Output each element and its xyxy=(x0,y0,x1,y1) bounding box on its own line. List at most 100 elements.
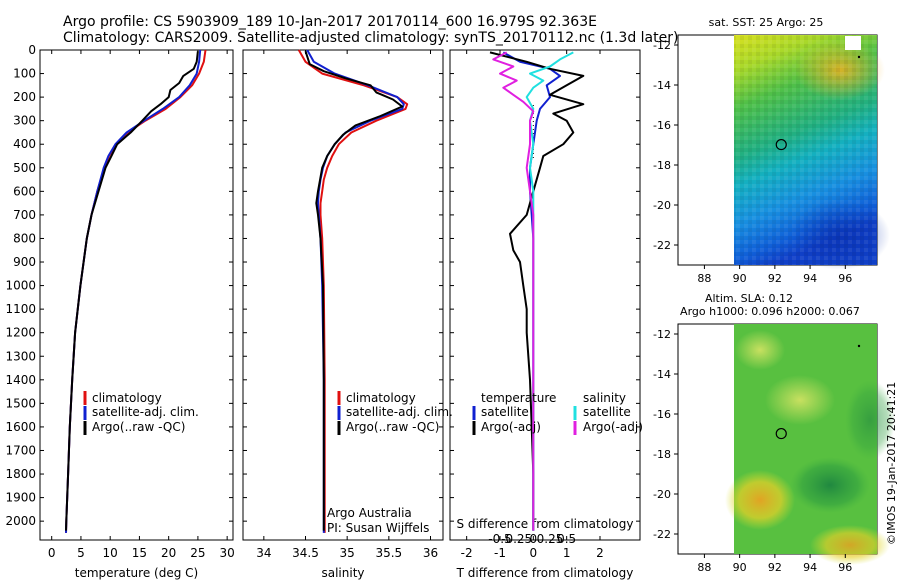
plot-frame xyxy=(242,49,444,541)
series-line-argo-raw-qc- xyxy=(65,51,199,531)
y-tick-label: 2000 xyxy=(5,514,36,528)
y-tick-label: -12 xyxy=(653,328,671,341)
sst-map-axes: 88 90 92 94 96 -12 -14 -16 -18 -20 -22 xyxy=(653,39,861,285)
legend-argo-label: Argo(..raw -QC) xyxy=(92,420,185,434)
y-tick-label: 600 xyxy=(13,184,36,198)
x-axis-label: temperature (deg C) xyxy=(75,566,198,580)
s-axis-title: S difference from climatology xyxy=(457,517,634,531)
y-tick-label: 1500 xyxy=(5,396,36,410)
legend-t-sat-label: satellite xyxy=(481,405,529,419)
difference-legend: temperature satellite Argo(-adj) salinit… xyxy=(472,391,643,435)
x-tick-label: 1 xyxy=(563,546,571,560)
s-tick-label: 0.5 xyxy=(557,532,576,546)
sla-map: 88 90 92 94 96 -12 -14 -16 -18 -20 -22 xyxy=(653,323,895,574)
credits-line-1: Argo Australia xyxy=(327,506,412,520)
header-line-1: Argo profile: CS 5903909_189 10-Jan-2017… xyxy=(63,14,597,30)
y-tick-label: -16 xyxy=(653,119,671,132)
x-tick-label: 92 xyxy=(768,272,782,285)
x-tick-label: 94 xyxy=(803,272,817,285)
y-tick-label: -20 xyxy=(653,199,671,212)
s-tick-label: -0.5 xyxy=(488,532,511,546)
y-tick-label: 1900 xyxy=(5,491,36,505)
y-tick-label: 1400 xyxy=(5,373,36,387)
x-tick-label: 0 xyxy=(48,546,56,560)
x-tick-label: 5 xyxy=(77,546,85,560)
y-tick-label: -20 xyxy=(653,488,671,501)
sla-yellow-patch-3 xyxy=(810,525,890,565)
y-tick-label: 800 xyxy=(13,231,36,245)
y-tick-label: 1100 xyxy=(5,302,36,316)
x-tick-label: 34.5 xyxy=(292,546,319,560)
sst-map-title: sat. SST: 25 Argo: 25 xyxy=(709,16,824,29)
legend-s-head: salinity xyxy=(583,391,626,405)
y-tick-label: -12 xyxy=(653,39,671,52)
sst-map: 88 90 92 94 96 -12 -14 -16 -18 -20 -22 xyxy=(653,34,890,285)
y-tick-label: -18 xyxy=(653,448,671,461)
sst-coast-gap xyxy=(845,36,861,50)
island-marker xyxy=(857,344,861,348)
sla-yellow-patch-2 xyxy=(725,470,795,530)
series-line-t-argo-adj- xyxy=(489,51,585,531)
x-tick-label: 35.5 xyxy=(375,546,402,560)
y-tick-label: -22 xyxy=(653,528,671,541)
salinity-credits: Argo Australia PI: Susan Wijffels xyxy=(327,506,429,535)
y-tick-label: -18 xyxy=(653,159,671,172)
y-tick-label: 0 xyxy=(28,43,36,57)
y-tick-label: 900 xyxy=(13,255,36,269)
x-tick-label: -1 xyxy=(494,546,506,560)
credits-line-2: PI: Susan Wijffels xyxy=(327,521,429,535)
difference-panel: -2 -1 0 1 2 S difference from climatology-0.5… xyxy=(449,49,641,580)
y-tick-label: 1800 xyxy=(5,467,36,481)
x-axis-label: salinity xyxy=(321,566,364,580)
salinity-legend: climatology satellite-adj. clim. Argo(..… xyxy=(337,391,453,435)
x-tick-label: 10 xyxy=(103,546,118,560)
legend-s-sat-label: satellite xyxy=(583,405,631,419)
sla-yellow-patch-4 xyxy=(735,330,785,370)
legend-t-head: temperature xyxy=(481,391,556,405)
legend-t-argo-label: Argo(-adj) xyxy=(481,420,541,434)
s-tick-label: -0.25 xyxy=(501,532,532,546)
x-tick-label: 96 xyxy=(838,561,852,574)
island-marker xyxy=(857,55,861,59)
x-tick-label: 94 xyxy=(803,561,817,574)
y-tick-label: 1600 xyxy=(5,420,36,434)
y-tick-label: 1700 xyxy=(5,443,36,457)
x-tick-label: 20 xyxy=(161,546,176,560)
x-tick-label: 36 xyxy=(423,546,438,560)
sla-map-axes: 88 90 92 94 96 -12 -14 -16 -18 -20 -22 xyxy=(653,328,861,574)
x-tick-label: 15 xyxy=(132,546,147,560)
y-tick-label: 700 xyxy=(13,208,36,222)
temperature-legend: climatology satellite-adj. clim. Argo(..… xyxy=(83,391,199,435)
y-tick-label: -14 xyxy=(653,368,671,381)
x-tick-label: 92 xyxy=(768,561,782,574)
plot-frame xyxy=(449,49,641,541)
sla-green-patch-1 xyxy=(790,457,870,513)
sla-green-patch-2 xyxy=(845,380,895,460)
x-tick-label: 0 xyxy=(530,546,538,560)
y-tick-label: 100 xyxy=(13,67,36,81)
s-tick-label: 0.25 xyxy=(537,532,564,546)
series-line-s-argo-adj- xyxy=(492,51,535,531)
y-tick-label: 1300 xyxy=(5,349,36,363)
legend-clim-label: climatology xyxy=(92,391,162,405)
salinity-panel: 34 34.5 35 35.5 36 salinity xyxy=(242,49,444,580)
x-tick-label: 35 xyxy=(340,546,355,560)
y-tick-label: -16 xyxy=(653,408,671,421)
y-tick-label: -14 xyxy=(653,79,671,92)
s-tick-label: 0 xyxy=(530,532,538,546)
y-tick-label: -22 xyxy=(653,239,671,252)
sla-map-title: Altim. SLA: 0.12 xyxy=(705,292,793,305)
credit-stamp: ©IMOS 19-Jan-2017 20:41:21 xyxy=(885,382,898,545)
x-tick-label: 88 xyxy=(697,272,711,285)
sla-map-subtitle: Argo h1000: 0.096 h2000: 0.067 xyxy=(680,305,860,318)
x-tick-label: 34 xyxy=(256,546,271,560)
y-tick-label: 400 xyxy=(13,137,36,151)
x-tick-label: -2 xyxy=(461,546,473,560)
legend-sat-label: satellite-adj. clim. xyxy=(346,405,453,419)
sla-yellow-patch-1 xyxy=(765,375,835,425)
legend-sat-label: satellite-adj. clim. xyxy=(92,405,199,419)
profile-location-marker xyxy=(775,427,787,440)
x-tick-label: 90 xyxy=(733,272,747,285)
y-tick-label: 300 xyxy=(13,114,36,128)
legend-argo-label: Argo(..raw -QC) xyxy=(346,420,439,434)
